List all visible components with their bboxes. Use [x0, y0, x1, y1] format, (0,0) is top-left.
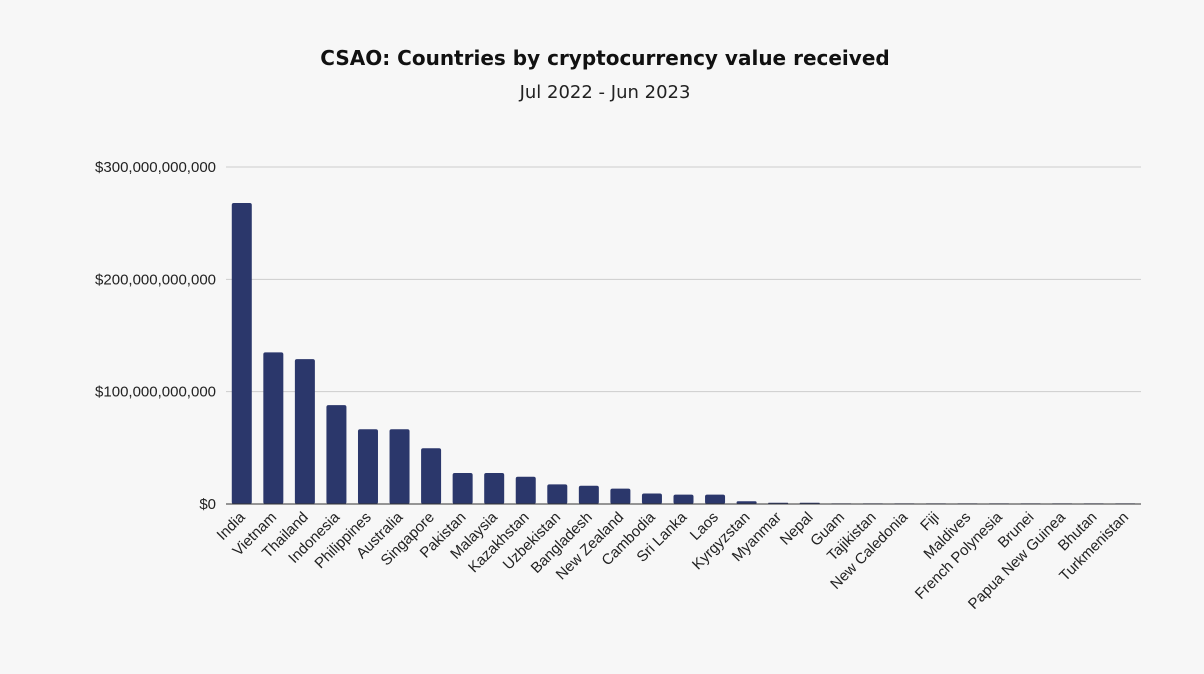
x-tick-label: Nepal — [777, 509, 817, 549]
bar-indonesia — [326, 405, 347, 504]
bar-sri-lanka — [673, 494, 694, 504]
bar-new-zealand — [610, 488, 631, 504]
bar-thailand — [294, 359, 315, 504]
y-tick-label: $200,000,000,000 — [95, 271, 216, 288]
bar-malaysia — [484, 472, 505, 504]
x-tick-label: Fiji — [917, 509, 943, 535]
chart-subtitle: Jul 2022 - Jun 2023 — [519, 82, 691, 103]
bar-bangladesh — [578, 485, 599, 504]
bar-kazakhstan — [515, 476, 536, 504]
y-tick-label: $300,000,000,000 — [95, 159, 216, 176]
y-tick-label: $100,000,000,000 — [95, 384, 216, 401]
bar-uzbekistan — [547, 484, 568, 504]
bar-australia — [389, 429, 410, 504]
bar-cambodia — [641, 493, 662, 504]
bar-laos — [705, 494, 726, 504]
bar-singapore — [421, 448, 442, 504]
chart-title: CSAO: Countries by cryptocurrency value … — [320, 46, 890, 70]
bar-pakistan — [452, 472, 473, 504]
bar-india — [231, 202, 252, 505]
bar-vietnam — [263, 352, 284, 504]
bar-philippines — [357, 429, 378, 504]
y-tick-label: $0 — [199, 496, 216, 513]
bar-kyrgyzstan — [736, 501, 757, 504]
